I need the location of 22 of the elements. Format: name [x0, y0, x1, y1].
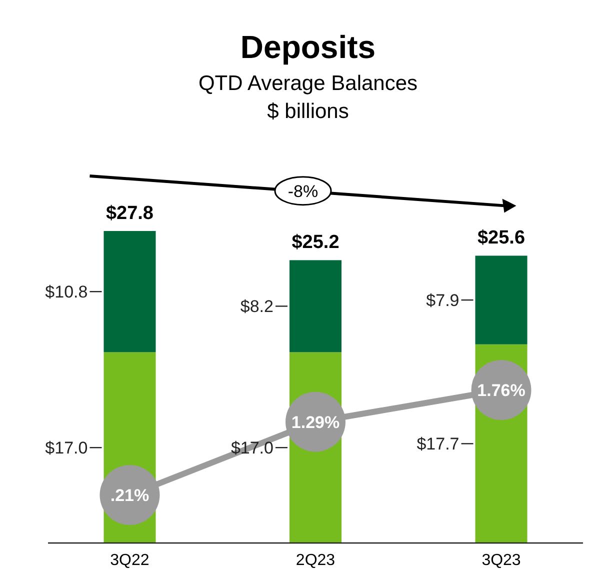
- data-label: $17.0: [45, 438, 88, 458]
- x-tick-label: 3Q23: [482, 552, 521, 569]
- data-label: $17.7: [416, 434, 460, 454]
- chart-title: Deposits: [240, 29, 376, 65]
- text: -8%: [288, 182, 318, 201]
- data-label: 1.29%: [291, 412, 340, 432]
- data-label: $8.2: [240, 297, 274, 316]
- data-label: 1.76%: [477, 380, 526, 400]
- bar: [475, 256, 528, 344]
- data-label: $10.8: [45, 282, 88, 302]
- data-label: $7.9: [426, 290, 460, 310]
- total-label: $27.8: [106, 203, 154, 224]
- bar: [289, 260, 342, 352]
- bar: [104, 231, 156, 352]
- x-tick-label: 2Q23: [296, 552, 336, 569]
- total-label: $25.2: [292, 232, 340, 254]
- data-label: $17.0: [230, 438, 274, 458]
- text: $ billions: [267, 100, 349, 123]
- x-tick-label: 3Q22: [110, 552, 150, 569]
- total-label: $25.6: [477, 228, 526, 249]
- data-label: .21%: [110, 486, 150, 505]
- chart-subtitle: QTD Average Balances: [198, 72, 418, 95]
